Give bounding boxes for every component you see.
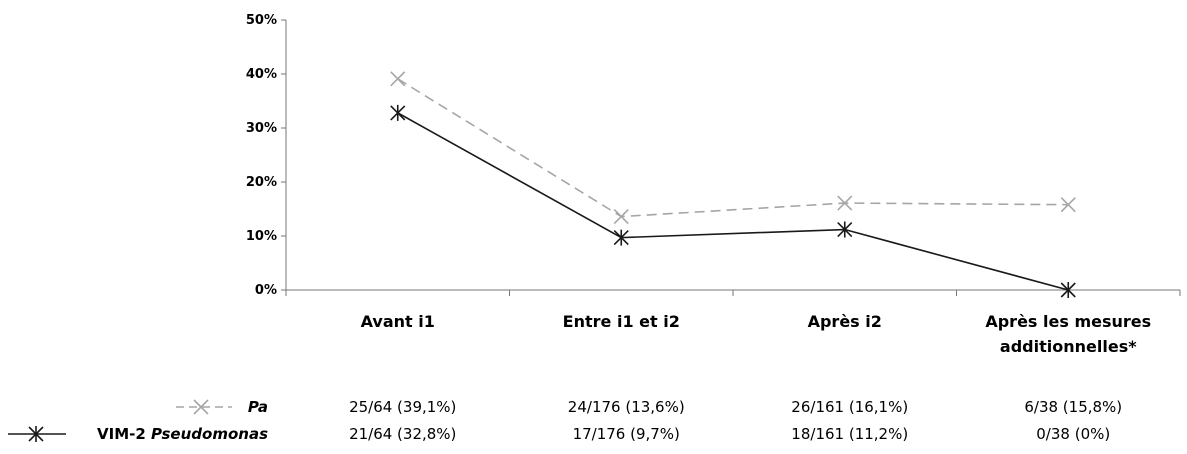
data-point <box>1060 282 1076 298</box>
y-tick-label: 10% <box>246 229 277 244</box>
y-tick-label: 40% <box>246 67 277 82</box>
series-line-1 <box>397 112 1069 291</box>
data-point <box>390 104 406 121</box>
table-cell: 25/64 (39,1%) <box>349 398 457 416</box>
table-cell: 26/161 (16,1%) <box>791 398 909 416</box>
y-tick-label: 30% <box>246 121 277 136</box>
legend-marker <box>193 399 209 415</box>
table-cell: 0/38 (0%) <box>1036 425 1111 443</box>
category-label: Après i2 <box>808 312 882 331</box>
category-label: Après les mesures additionnelles* <box>985 312 1151 356</box>
data-point <box>837 195 853 211</box>
category-label: Entre i1 et i2 <box>563 312 680 331</box>
data-point <box>390 71 406 87</box>
legend-label: VIM-2 Pseudomonas <box>97 425 268 443</box>
legend-marker <box>28 426 44 442</box>
series-line-0 <box>397 78 1069 218</box>
data-point <box>1060 197 1076 213</box>
data-point <box>613 229 629 246</box>
legend-label: Pa <box>247 398 268 416</box>
table-cell: 6/38 (15,8%) <box>1024 398 1123 416</box>
y-tick-label: 20% <box>246 175 277 190</box>
table-cell: 24/176 (13,6%) <box>567 398 685 416</box>
category-label: Avant i1 <box>361 312 435 331</box>
table-cell: 18/161 (11,2%) <box>791 425 909 443</box>
table-cell: 17/176 (9,7%) <box>572 425 680 443</box>
data-point <box>613 208 629 225</box>
table-cell: 21/64 (32,8%) <box>349 425 457 443</box>
data-point <box>837 221 853 238</box>
y-tick-label: 50% <box>246 13 277 28</box>
y-tick-label: 0% <box>255 283 277 298</box>
